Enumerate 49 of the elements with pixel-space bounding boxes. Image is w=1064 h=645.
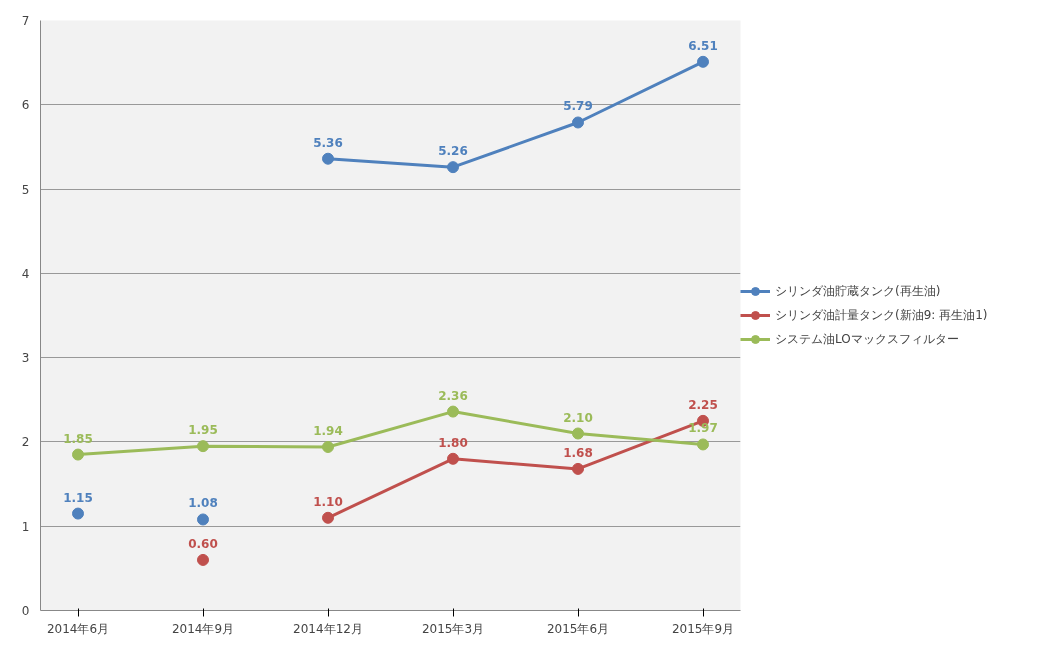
x-tick-label: 2014年9月 [171,621,235,636]
y-tick-label: 4 [21,266,30,281]
point [572,116,584,129]
x-tick-label: 2014年6月 [46,621,110,636]
y-tick-label: 0 [21,604,30,618]
point [697,55,709,68]
legend-label: シリンダ油貯蔵タンク(再生油) [775,282,941,300]
point [697,438,709,451]
point [322,441,334,453]
y-tick-label: 7 [21,14,30,28]
x-tick-label: 2015年9月 [671,621,735,636]
point [572,427,584,440]
data-label: 6.51 [688,38,718,53]
data-label: 2.25 [688,397,718,412]
point [197,553,209,566]
point [197,513,209,526]
point [197,440,209,453]
y-tick-label: 2 [21,435,30,450]
point [447,161,459,174]
data-label: 1.68 [563,445,593,460]
data-label: 5.79 [563,99,593,114]
data-label: 1.94 [313,423,343,438]
data-label: 2.36 [438,388,468,403]
data-label: 1.97 [688,421,718,436]
legend-label: システム油LOマックスフィルター [775,330,959,348]
y-tick-label: 5 [21,182,30,197]
point [322,152,334,165]
data-label: 1.10 [313,494,343,509]
x-tick-label: 2014年12月 [293,621,363,636]
data-label: 1.08 [188,496,218,511]
point [447,405,459,418]
point [572,462,584,475]
x-tick-label: 2015年3月 [421,621,485,636]
y-tick-label: 6 [21,98,30,113]
data-label: 1.80 [438,435,468,450]
point [72,507,84,520]
point [72,448,84,461]
legend-label: シリンダ油計量タンク(新油9: 再生油1) [775,306,988,324]
data-label: 1.95 [188,423,218,438]
data-label: 0.60 [188,536,218,551]
x-tick-label: 2015年6月 [546,621,610,636]
data-label: 2.10 [563,410,593,425]
point [447,452,459,465]
data-label: 5.26 [438,144,468,159]
data-label: 5.36 [313,135,343,150]
y-tick-label: 1 [21,519,30,534]
data-label: 1.15 [63,490,93,505]
y-tick-label: 3 [21,351,30,366]
point [322,511,334,524]
